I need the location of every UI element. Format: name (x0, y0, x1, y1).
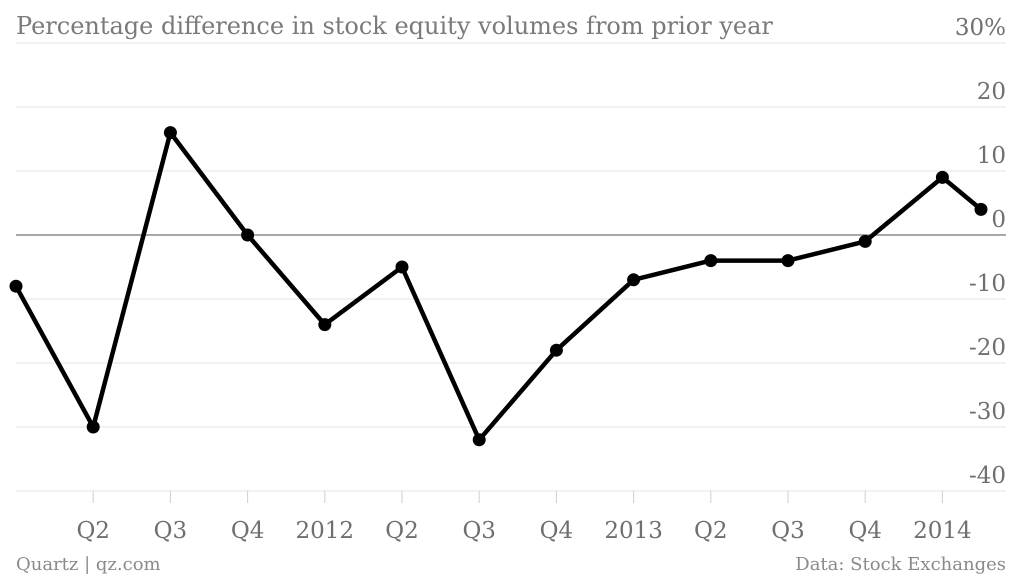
x-tick-label: Q4 (848, 518, 882, 544)
data-point (318, 318, 332, 332)
chart-title: Percentage difference in stock equity vo… (16, 12, 773, 40)
y-tick-label: -20 (969, 335, 1006, 361)
data-point (395, 260, 409, 274)
x-tick-label: Q3 (462, 518, 496, 544)
data-source: Data: Stock Exchanges (795, 554, 1006, 575)
x-tick-label: Q3 (771, 518, 805, 544)
y-axis-ticks: 30% 20 10 0 -10 -20 -30 -40 (955, 15, 1006, 489)
x-tick-label: Q3 (154, 518, 188, 544)
data-point (86, 420, 100, 434)
gridlines (16, 42, 1006, 492)
data-point (241, 228, 255, 242)
data-point (704, 254, 718, 268)
y-tick-label: 30% (955, 15, 1006, 41)
data-point (472, 433, 486, 447)
data-point (974, 202, 988, 216)
x-axis-ticks: Q2 Q3 Q4 2012 Q2 Q3 Q4 2013 Q2 Q3 Q4 2014 (76, 491, 972, 544)
y-tick-label: -10 (969, 271, 1006, 297)
x-tick-label: Q2 (694, 518, 728, 544)
y-tick-label: 10 (977, 143, 1006, 169)
y-tick-label: 20 (977, 79, 1006, 105)
x-tick-label: Q2 (76, 518, 110, 544)
data-point (781, 254, 795, 268)
series-path (14, 130, 983, 443)
data-point (549, 343, 563, 357)
series-line (9, 126, 988, 447)
data-point (935, 170, 949, 184)
y-tick-label: -30 (969, 399, 1006, 425)
data-point (858, 234, 872, 248)
data-point (163, 126, 177, 140)
y-tick-label: -40 (969, 463, 1006, 489)
x-tick-label: Q2 (385, 518, 419, 544)
y-tick-label: 0 (991, 207, 1006, 233)
x-tick-label: 2014 (913, 518, 972, 544)
x-tick-label: 2013 (604, 518, 663, 544)
data-point (627, 273, 641, 287)
data-point (9, 279, 23, 293)
source-credit: Quartz | qz.com (16, 554, 161, 575)
x-tick-label: Q4 (540, 518, 574, 544)
x-tick-label: 2012 (296, 518, 355, 544)
x-tick-label: Q4 (231, 518, 265, 544)
